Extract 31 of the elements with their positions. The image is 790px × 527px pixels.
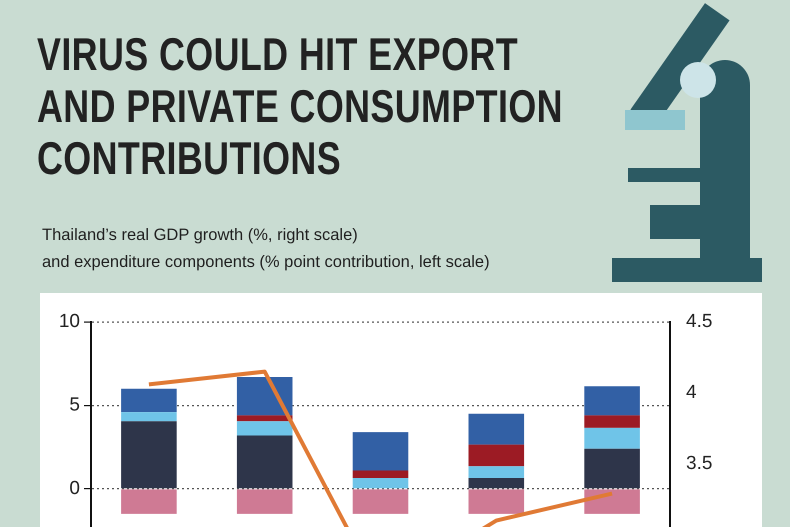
bar [352, 470, 408, 478]
bar [584, 448, 640, 488]
y2-tick-label: 4.5 [686, 311, 712, 332]
y-tick-label: 0 [69, 478, 80, 500]
y-tick-label: 10 [58, 311, 80, 332]
bar [352, 478, 408, 488]
bar [352, 432, 408, 470]
bar [352, 489, 408, 514]
bar [584, 386, 640, 416]
bar [236, 421, 292, 436]
bar [584, 428, 640, 449]
y-tick-label: 5 [69, 394, 80, 416]
bar [236, 435, 292, 488]
bar [121, 412, 177, 422]
y2-tick-label: 4 [686, 382, 697, 404]
bar [584, 415, 640, 428]
bar [468, 466, 524, 478]
y2-tick-label: 3.5 [686, 453, 712, 474]
bar [121, 421, 177, 488]
chart-subtitle: Thailand’s real GDP growth (%, right scale) and expenditure components (% point contribution, left scale) [42, 225, 491, 273]
bar [236, 377, 292, 416]
bar [236, 489, 292, 514]
bar [468, 478, 524, 488]
bar [468, 444, 524, 466]
bar [468, 414, 524, 445]
bar [468, 489, 524, 514]
bar [236, 415, 292, 422]
bar [584, 489, 640, 514]
chart-title: VIRUS COULD HIT EXPORT AND PRIVATE CONSUMPTION CONTRIBUTIONS [37, 28, 564, 184]
bar [121, 489, 177, 514]
bar [121, 388, 177, 412]
